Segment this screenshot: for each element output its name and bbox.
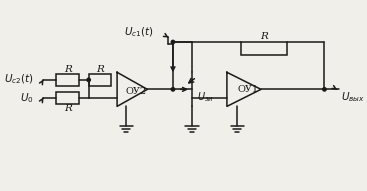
Bar — [57, 74, 79, 86]
Circle shape — [323, 88, 326, 91]
Circle shape — [171, 88, 175, 91]
Text: $U_0$: $U_0$ — [20, 91, 34, 105]
Text: R: R — [64, 104, 72, 113]
Text: ОУ2: ОУ2 — [126, 87, 146, 96]
Text: R: R — [64, 65, 72, 74]
Circle shape — [87, 78, 90, 82]
Text: R: R — [260, 32, 268, 41]
Text: $U_{зи}$: $U_{зи}$ — [197, 90, 214, 104]
Text: R: R — [96, 65, 104, 74]
Text: $U_{c1}(t)$: $U_{c1}(t)$ — [124, 26, 154, 39]
Circle shape — [171, 40, 175, 44]
Text: ОУ1: ОУ1 — [237, 85, 258, 94]
Text: $U_{вых}$: $U_{вых}$ — [341, 90, 366, 104]
Bar — [89, 74, 112, 86]
Bar — [241, 42, 287, 55]
Bar — [57, 92, 79, 104]
Text: $U_{c2}(t)$: $U_{c2}(t)$ — [4, 72, 34, 86]
